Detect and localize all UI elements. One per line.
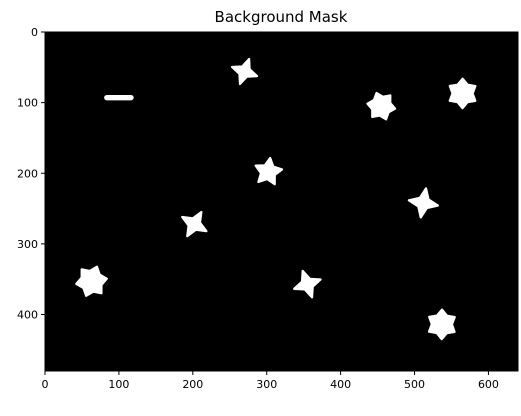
- x-tick-label-200: 200: [182, 378, 203, 391]
- y-tick-label-200: 200: [17, 167, 38, 180]
- mask-object-9: [293, 269, 322, 299]
- y-axis: 0 100 200 300 400: [17, 26, 45, 322]
- x-tick-label-0: 0: [42, 378, 49, 391]
- y-tick-label-300: 300: [17, 238, 38, 251]
- plot-border: [44, 31, 519, 372]
- mask-object-5: [254, 156, 284, 186]
- x-tick-label-400: 400: [330, 378, 351, 391]
- mask-objects: [75, 57, 477, 341]
- x-axis: 0 100 200 300 400 500 600: [42, 371, 499, 391]
- x-tick-label-100: 100: [108, 378, 129, 391]
- y-tick-label-0: 0: [31, 26, 38, 39]
- mask-object-10: [427, 308, 456, 341]
- y-tick-label-400: 400: [17, 309, 38, 322]
- mask-object-2: [230, 57, 259, 86]
- chart-title: Background Mask: [215, 8, 348, 26]
- mask-object-7: [181, 210, 208, 238]
- x-tick-label-500: 500: [404, 378, 425, 391]
- x-tick-label-300: 300: [256, 378, 277, 391]
- x-tick-label-600: 600: [478, 378, 499, 391]
- mask-object-1: [104, 95, 134, 101]
- y-tick-label-100: 100: [17, 97, 38, 110]
- mask-object-3: [366, 91, 397, 121]
- mask-object-6: [407, 187, 440, 219]
- mask-object-4: [448, 77, 477, 110]
- mask-object-8: [75, 265, 108, 297]
